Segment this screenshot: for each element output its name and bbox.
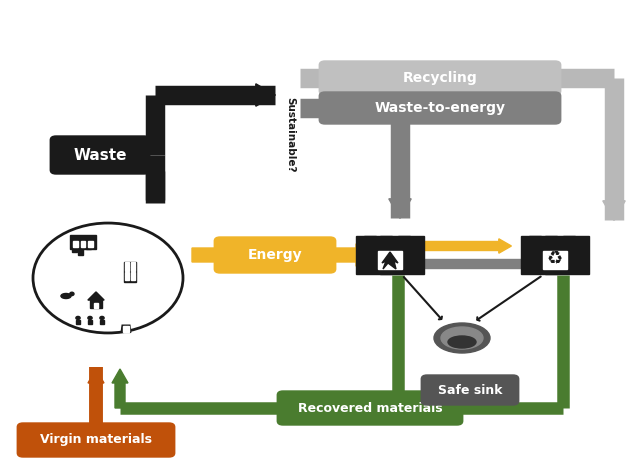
Text: Virgin materials: Virgin materials — [40, 433, 152, 446]
Ellipse shape — [434, 323, 490, 353]
Circle shape — [33, 223, 183, 333]
Bar — [127, 326, 129, 332]
FancyBboxPatch shape — [17, 422, 175, 458]
FancyArrow shape — [389, 199, 412, 219]
Ellipse shape — [441, 327, 483, 349]
FancyArrow shape — [192, 244, 376, 266]
Text: ♻: ♻ — [547, 251, 563, 269]
FancyBboxPatch shape — [319, 61, 561, 96]
Circle shape — [88, 317, 92, 319]
Bar — [529, 236, 541, 264]
Bar — [72, 241, 77, 251]
Circle shape — [100, 317, 104, 319]
Bar — [125, 276, 129, 280]
FancyArrow shape — [424, 257, 536, 271]
Bar — [74, 241, 78, 247]
Bar — [125, 326, 127, 332]
Bar — [86, 241, 91, 249]
Bar — [398, 236, 410, 258]
Bar — [131, 272, 135, 276]
Text: Waste-to-energy: Waste-to-energy — [374, 101, 506, 115]
Text: Waste: Waste — [73, 147, 127, 162]
Bar — [76, 320, 79, 324]
Bar — [131, 263, 135, 266]
Bar — [70, 235, 96, 249]
Bar — [125, 267, 129, 271]
Bar — [131, 267, 135, 271]
Bar — [378, 251, 402, 269]
Bar — [100, 320, 104, 324]
FancyBboxPatch shape — [420, 374, 520, 406]
Polygon shape — [88, 292, 104, 300]
Bar — [521, 236, 589, 274]
Bar — [94, 303, 98, 308]
Polygon shape — [121, 325, 131, 333]
FancyBboxPatch shape — [214, 236, 337, 274]
Bar — [90, 300, 102, 308]
Bar — [563, 236, 575, 258]
FancyArrow shape — [112, 369, 128, 408]
Text: Recycling: Recycling — [403, 71, 477, 85]
Text: Sustainable?: Sustainable? — [285, 97, 295, 173]
Bar — [124, 326, 125, 332]
Bar — [124, 262, 136, 282]
FancyBboxPatch shape — [319, 91, 561, 125]
Bar — [545, 236, 557, 274]
Text: Safe sink: Safe sink — [438, 384, 502, 396]
Text: Recovered materials: Recovered materials — [298, 401, 442, 415]
Bar — [88, 241, 93, 247]
FancyArrow shape — [88, 369, 104, 383]
Bar — [125, 263, 129, 266]
FancyArrow shape — [256, 84, 275, 106]
FancyBboxPatch shape — [50, 136, 150, 174]
Bar — [356, 236, 424, 274]
Bar — [125, 272, 129, 276]
Bar — [81, 241, 85, 247]
Text: Energy: Energy — [248, 248, 302, 262]
Ellipse shape — [448, 336, 476, 348]
Bar — [131, 276, 135, 280]
Polygon shape — [382, 252, 398, 269]
FancyArrow shape — [603, 201, 625, 220]
Bar — [88, 320, 92, 324]
Bar — [78, 241, 83, 255]
Bar — [543, 251, 567, 269]
Circle shape — [76, 317, 80, 319]
FancyArrow shape — [424, 239, 511, 253]
Bar — [364, 236, 376, 264]
FancyBboxPatch shape — [276, 390, 463, 426]
Ellipse shape — [61, 294, 71, 299]
Ellipse shape — [70, 292, 74, 295]
Bar — [380, 236, 392, 274]
